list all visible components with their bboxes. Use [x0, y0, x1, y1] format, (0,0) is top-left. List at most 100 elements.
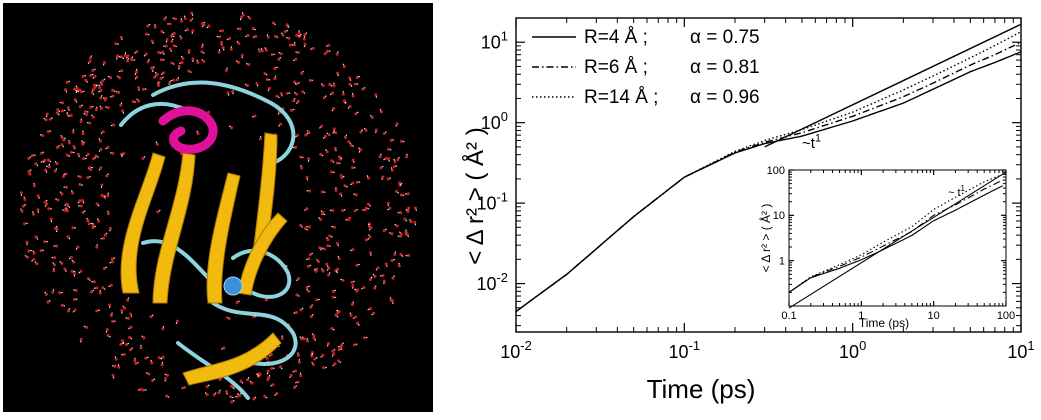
water-oxygen	[367, 177, 370, 180]
water-oxygen	[400, 140, 403, 143]
water-oxygen	[170, 61, 173, 64]
water-oxygen	[162, 71, 165, 74]
x-tick-label: 10-2	[500, 338, 532, 362]
water-oxygen	[64, 208, 67, 211]
water-oxygen	[70, 114, 73, 117]
water-oxygen	[173, 44, 176, 47]
water-oxygen	[230, 126, 233, 129]
water-oxygen	[280, 52, 283, 55]
water-oxygen	[170, 40, 173, 43]
water-oxygen	[299, 224, 302, 227]
water-oxygen	[33, 252, 36, 255]
water-oxygen	[78, 183, 81, 186]
water-oxygen	[110, 314, 113, 317]
water-oxygen	[331, 350, 334, 353]
water-oxygen	[344, 136, 347, 139]
water-oxygen	[298, 32, 301, 35]
water-oxygen	[388, 207, 391, 210]
water-oxygen	[213, 393, 216, 396]
water-oxygen	[230, 385, 233, 388]
water-oxygen	[327, 267, 330, 270]
water-oxygen	[82, 157, 85, 160]
water-oxygen	[35, 235, 38, 238]
water-oxygen	[304, 134, 307, 137]
water-oxygen	[354, 112, 357, 115]
water-oxygen	[355, 290, 358, 293]
water-oxygen	[61, 304, 64, 307]
water-oxygen	[351, 284, 354, 287]
water-oxygen	[67, 106, 70, 109]
water-oxygen	[95, 287, 98, 290]
water-oxygen	[310, 315, 313, 318]
water-oxygen	[395, 190, 398, 193]
water-oxygen	[313, 358, 316, 361]
water-oxygen	[271, 53, 274, 56]
water-oxygen	[170, 35, 173, 38]
water-oxygen	[239, 27, 242, 30]
water-oxygen	[348, 83, 351, 86]
water-oxygen	[103, 267, 106, 270]
water-oxygen	[180, 20, 183, 23]
water-oxygen	[372, 312, 375, 315]
water-oxygen	[111, 320, 114, 323]
reference-slope-line	[765, 24, 1021, 147]
water-oxygen	[60, 262, 63, 265]
water-oxygen	[295, 293, 298, 296]
water-oxygen	[300, 338, 303, 341]
water-oxygen	[129, 348, 132, 351]
x-tick-label: 10-1	[669, 338, 701, 362]
water-oxygen	[228, 37, 231, 40]
water-oxygen	[72, 145, 75, 148]
water-oxygen	[286, 23, 289, 26]
water-oxygen	[303, 37, 306, 40]
water-oxygen	[82, 132, 85, 135]
water-oxygen	[85, 326, 88, 329]
water-oxygen	[118, 76, 121, 79]
water-oxygen	[47, 207, 50, 210]
water-oxygen	[369, 307, 372, 310]
water-oxygen	[343, 65, 346, 68]
water-oxygen	[406, 233, 409, 236]
water-oxygen	[327, 274, 330, 277]
water-oxygen	[236, 395, 239, 398]
water-oxygen	[64, 88, 67, 91]
water-oxygen	[35, 262, 38, 265]
water-oxygen	[95, 246, 98, 249]
water-oxygen	[100, 107, 103, 110]
water-oxygen	[332, 296, 335, 299]
water-oxygen	[196, 132, 199, 135]
water-oxygen	[334, 147, 337, 150]
water-oxygen	[340, 346, 343, 349]
legend-series-name: R=14 Å ;	[584, 87, 658, 108]
water-oxygen	[85, 113, 88, 116]
water-oxygen	[293, 80, 296, 83]
water-oxygen	[379, 155, 382, 158]
water-oxygen	[337, 359, 340, 362]
water-oxygen	[120, 69, 123, 72]
water-oxygen	[163, 18, 166, 21]
water-oxygen	[111, 257, 114, 260]
water-oxygen	[350, 281, 353, 284]
water-oxygen	[259, 138, 262, 141]
water-oxygen	[356, 322, 359, 325]
water-oxygen	[297, 100, 300, 103]
water-oxygen	[266, 78, 269, 81]
water-oxygen	[387, 202, 390, 205]
water-oxygen	[33, 184, 36, 187]
water-oxygen	[97, 220, 100, 223]
water-oxygen	[338, 155, 341, 158]
water-oxygen	[385, 262, 388, 265]
water-oxygen	[382, 274, 385, 277]
water-oxygen	[347, 218, 350, 221]
water-oxygen	[342, 279, 345, 282]
water-oxygen	[46, 301, 49, 304]
water-oxygen	[274, 35, 277, 38]
water-oxygen	[307, 290, 310, 293]
water-oxygen	[67, 235, 70, 238]
water-oxygen	[162, 356, 165, 359]
water-oxygen	[356, 181, 359, 184]
water-oxygen	[410, 220, 413, 223]
water-oxygen	[403, 217, 406, 220]
water-oxygen	[161, 363, 164, 366]
water-oxygen	[387, 148, 390, 151]
